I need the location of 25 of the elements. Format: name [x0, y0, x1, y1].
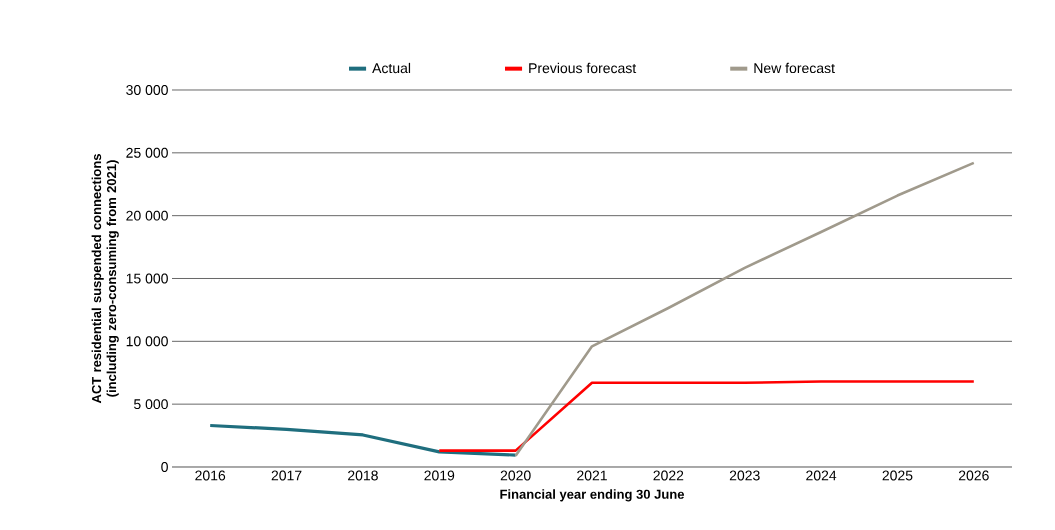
- x-tick-label: 2019: [424, 470, 455, 481]
- x-tick-label: 2025: [882, 470, 913, 481]
- x-tick-label: 2026: [958, 470, 989, 481]
- x-tick-label: 2017: [271, 470, 302, 481]
- x-tick-label: 2016: [195, 470, 226, 481]
- x-tick-label: 2018: [348, 470, 378, 481]
- x-tick-label: 2023: [729, 470, 760, 481]
- y-tick-label: 0: [161, 462, 168, 472]
- y-tick-label: 15 000: [126, 273, 168, 284]
- x-tick-label: 2021: [577, 470, 607, 481]
- y-tick-label: 10 000: [126, 336, 168, 347]
- legend-label: New forecast: [754, 62, 835, 74]
- y-tick-label: 20 000: [126, 210, 168, 221]
- y-tick-label: 30 000: [126, 85, 168, 95]
- y-tick-label: 5 000: [134, 399, 168, 410]
- y-tick-label: 25 000: [126, 147, 168, 158]
- y-axis-title: ACT residential suspended connections (including zero-consuming from 2021): [91, 154, 119, 404]
- x-axis-title: Financial year ending 30 June: [500, 489, 685, 502]
- line-series: [514, 161, 976, 457]
- x-tick-label: 2024: [806, 470, 837, 481]
- x-tick-label: 2020: [500, 470, 531, 481]
- legend-label: Actual: [372, 62, 411, 74]
- line-series: [208, 423, 518, 457]
- x-tick-label: 2022: [653, 470, 684, 481]
- legend-label: Previous forecast: [529, 62, 637, 74]
